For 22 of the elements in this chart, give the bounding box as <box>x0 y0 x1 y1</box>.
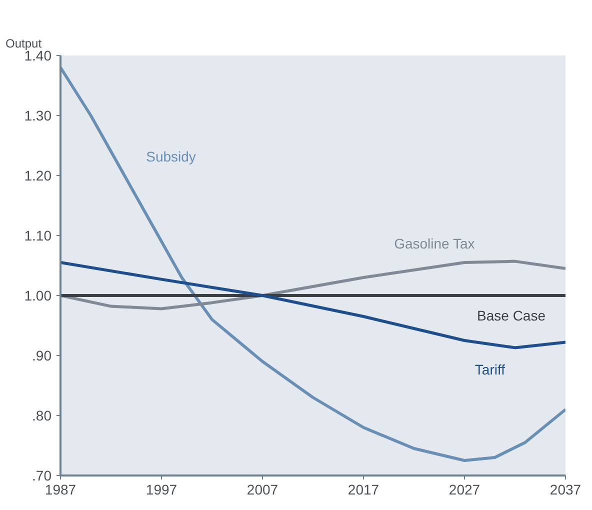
y-tick-label: .70 <box>32 468 52 484</box>
y-axis-title: Output <box>6 36 42 50</box>
x-tick-label: 2037 <box>550 482 582 498</box>
x-tick-label: 2027 <box>448 482 480 498</box>
series-label: Gasoline Tax <box>394 235 475 252</box>
x-tick-label: 1987 <box>44 482 76 498</box>
y-tick-label: 1.00 <box>24 288 52 304</box>
x-tick-label: 2017 <box>348 482 380 498</box>
series-label: Base Case <box>477 308 546 324</box>
y-tick-label: 1.30 <box>24 108 52 124</box>
y-tick-label: 1.10 <box>24 228 52 244</box>
y-tick-label: .80 <box>32 408 52 424</box>
y-tick-label: .90 <box>32 348 52 364</box>
line-series <box>60 261 566 350</box>
x-tick-label: 1997 <box>146 482 178 498</box>
line-series <box>60 66 566 462</box>
y-tick-label: 1.20 <box>24 168 52 184</box>
x-tick-label: 2007 <box>246 482 278 498</box>
series-label: Tariff <box>474 362 506 378</box>
series-label: Subsidy <box>146 148 196 164</box>
line-series <box>60 260 566 310</box>
y-tick-label: 1.40 <box>24 48 52 64</box>
